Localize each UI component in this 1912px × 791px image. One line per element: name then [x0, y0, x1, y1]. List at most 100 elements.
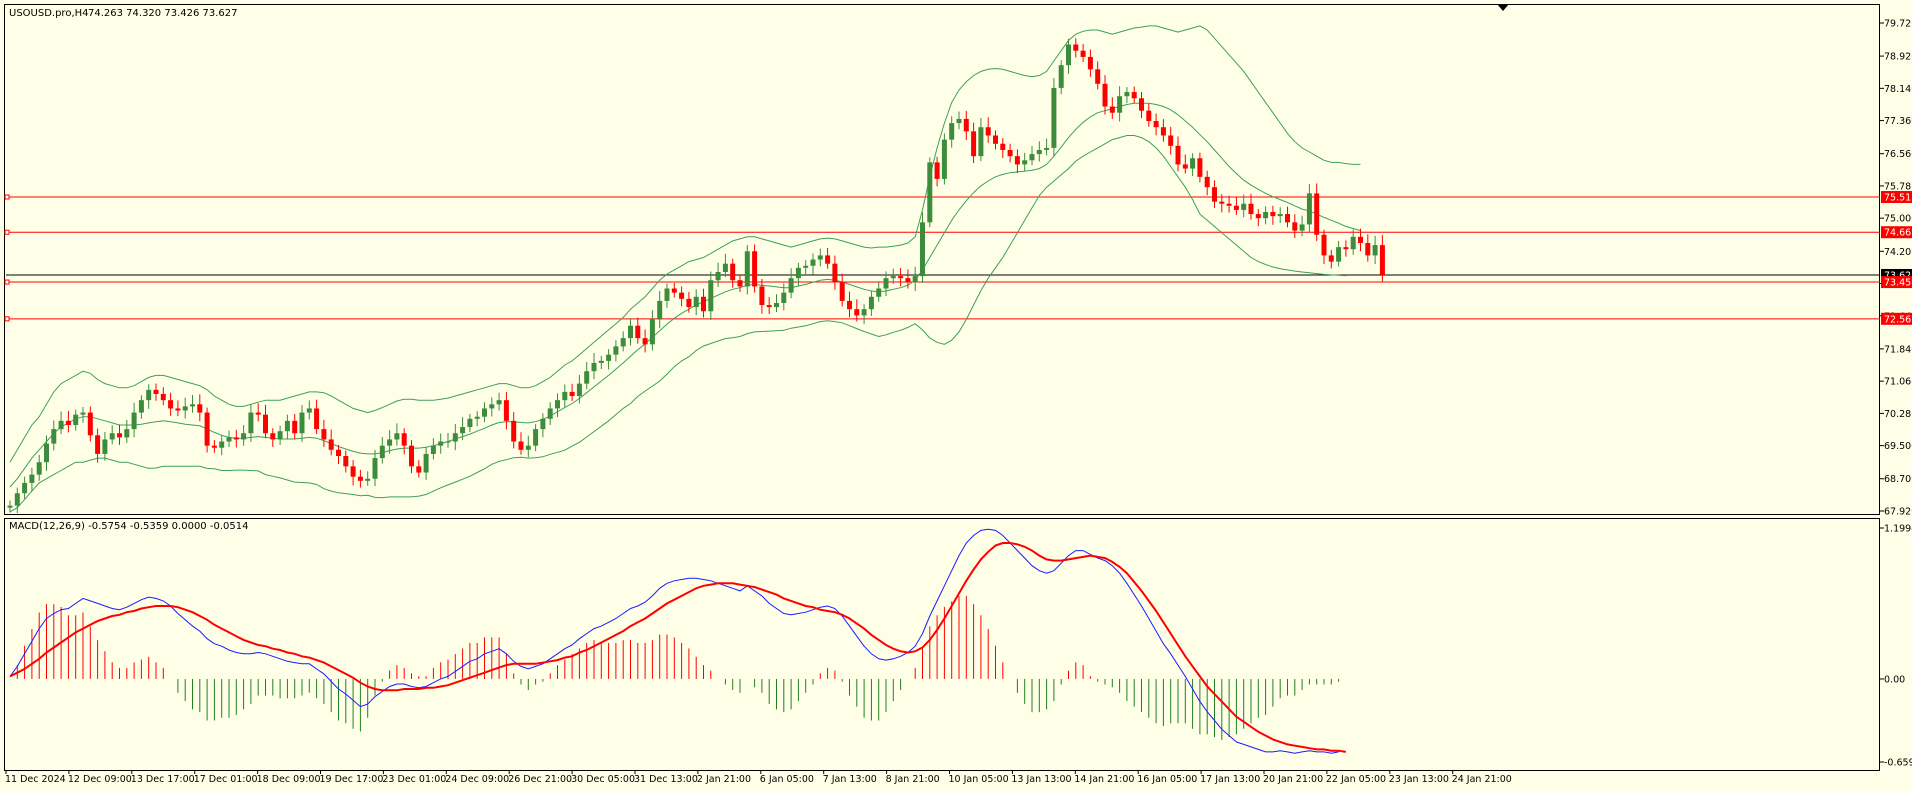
- candle-bull: [664, 288, 670, 301]
- candle-bull: [949, 123, 955, 140]
- time-tick-label: 8 Jan 21:00: [886, 774, 940, 785]
- candle-bull: [956, 118, 962, 124]
- candle-bull: [146, 389, 152, 401]
- candle-bear: [671, 288, 677, 293]
- candle-bull: [430, 445, 436, 454]
- candle-bear: [1014, 156, 1020, 165]
- candle-bear: [971, 131, 977, 157]
- price-tick-label: 78.920: [1884, 52, 1912, 63]
- level-price-tag: [1881, 312, 1912, 325]
- candle-bull: [1117, 96, 1123, 113]
- candle-bear: [204, 412, 210, 446]
- candle-bear: [898, 276, 904, 279]
- level-price-tag-label: 72.567: [1884, 314, 1912, 325]
- candle-bear: [1102, 83, 1108, 107]
- level-line-handle[interactable]: [4, 194, 10, 200]
- candle-bear: [343, 455, 349, 467]
- candle-bull: [44, 443, 49, 463]
- candle-bear: [737, 280, 743, 287]
- candle-bear: [1160, 127, 1166, 136]
- candle-bull: [693, 296, 699, 308]
- candle-bull: [248, 412, 254, 434]
- time-tick-label: 7 Jan 13:00: [823, 774, 877, 785]
- candle-bull: [1306, 193, 1312, 225]
- candle-bear: [905, 278, 911, 283]
- candle-bull: [452, 433, 458, 442]
- candle-bull: [51, 429, 57, 444]
- candle-bear: [416, 466, 422, 473]
- candle-bull: [109, 433, 115, 440]
- candle-bear: [1109, 106, 1115, 113]
- candle-bear: [168, 400, 174, 409]
- price-tick-label: 71.840: [1884, 344, 1912, 355]
- level-line-handle[interactable]: [4, 279, 10, 285]
- candle-bull: [722, 263, 728, 272]
- candle-bear: [328, 439, 334, 450]
- candle-bear: [839, 282, 845, 301]
- candle-bull: [598, 360, 604, 363]
- candle-bull: [124, 429, 130, 438]
- candle-bear: [1255, 214, 1261, 219]
- shift-marker-icon[interactable]: [1497, 4, 1509, 11]
- level-price-tag-label: 75.513: [1884, 192, 1912, 203]
- candle-bull: [73, 414, 79, 425]
- price-tick-label: 75.000: [1884, 214, 1912, 225]
- candle-bear: [175, 408, 181, 411]
- candle-bear: [759, 286, 765, 306]
- level-price-tag: [1881, 190, 1912, 203]
- candle-bear: [854, 309, 860, 316]
- candle-bull: [1372, 245, 1378, 256]
- candle-bull: [1299, 224, 1305, 231]
- candle-bear: [1212, 187, 1217, 202]
- candle-bear: [766, 305, 772, 308]
- time-tick-label: 2 Jan 21:00: [697, 774, 751, 785]
- level-line-handle[interactable]: [4, 229, 10, 235]
- candle-bear: [117, 433, 122, 438]
- macd-tick-label: -0.6599: [1884, 758, 1912, 769]
- time-tick-label: 19 Dec 17:00: [320, 774, 384, 785]
- candle-bull: [219, 441, 225, 448]
- price-tick-label: 67.920: [1884, 507, 1912, 518]
- candle-bear: [963, 118, 969, 132]
- candle-bull: [445, 441, 451, 443]
- candle-bull: [1022, 160, 1028, 165]
- candle-bear: [503, 400, 509, 421]
- candle-bear: [321, 429, 327, 440]
- time-tick-label: 13 Jan 13:00: [1011, 774, 1071, 785]
- candle-bear: [65, 420, 71, 425]
- candle-bear: [153, 389, 159, 394]
- candle-bull: [190, 404, 195, 407]
- candle-bear: [518, 441, 524, 450]
- candle-bull: [438, 441, 444, 446]
- time-tick-label: 31 Dec 13:00: [634, 774, 698, 785]
- macd-panel[interactable]: [4, 518, 1880, 771]
- candle-bull: [1036, 149, 1042, 155]
- time-tick-label: 16 Jan 05:00: [1137, 774, 1197, 785]
- candle-bull: [620, 338, 626, 347]
- candle-bull: [1124, 92, 1130, 97]
- candle-bull: [1263, 211, 1269, 219]
- level-line-handle[interactable]: [4, 316, 10, 322]
- macd-label: MACD(12,26,9) -0.5754 -0.5359 0.0000 -0.…: [9, 521, 248, 532]
- candle-bull: [774, 302, 779, 308]
- symbol-label: USOUSD.pro,H4: [9, 8, 89, 19]
- candle-bear: [1321, 234, 1327, 256]
- candle-bull: [489, 404, 495, 409]
- candle-bull: [576, 383, 582, 397]
- price-tick-label: 71.060: [1884, 377, 1912, 388]
- candle-bear: [679, 292, 685, 299]
- candle-bear: [1204, 176, 1210, 188]
- time-tick-label: 17 Dec 01:00: [194, 774, 258, 785]
- ohlc-readout: 74.263 74.320 73.426 73.627: [88, 8, 238, 19]
- candle-bull: [744, 251, 750, 287]
- candle-bear: [401, 433, 407, 446]
- candle-bull: [540, 418, 546, 430]
- candle-bull: [591, 362, 597, 372]
- price-tick-label: 78.140: [1884, 84, 1912, 95]
- price-panel[interactable]: [4, 4, 1880, 515]
- time-tick-label: 10 Jan 05:00: [949, 774, 1009, 785]
- candle-bear: [847, 300, 852, 310]
- candle-bear: [730, 263, 736, 281]
